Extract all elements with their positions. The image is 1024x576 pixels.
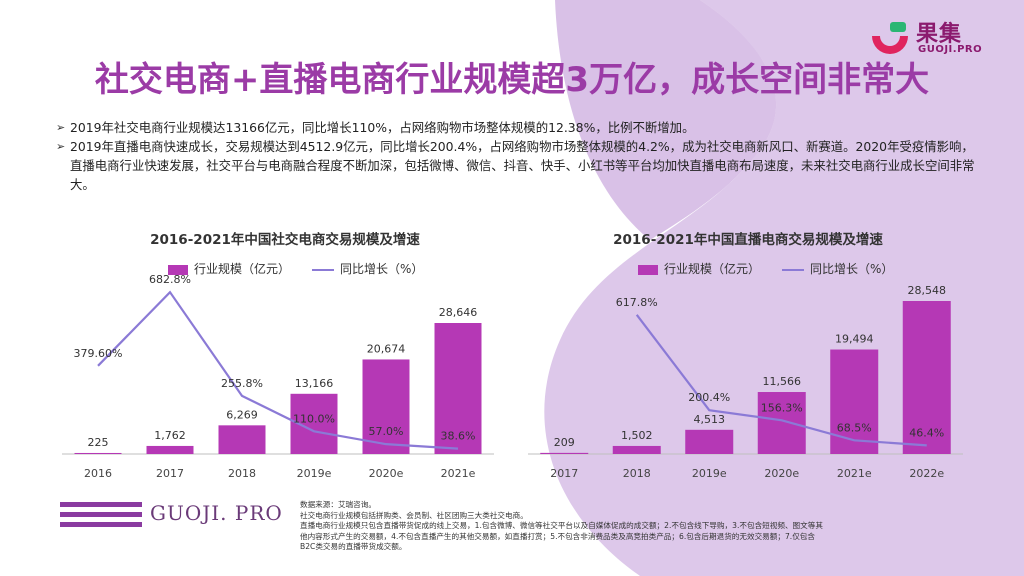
x-tick-label: 2019e xyxy=(297,467,332,480)
bar xyxy=(362,359,410,454)
logo-mark-icon xyxy=(872,22,908,54)
bar xyxy=(830,349,879,454)
livestream-ecommerce-chart: 2016-2021年中国直播电商交易规模及增速 行业规模（亿元） 同比增长（%） … xyxy=(528,228,968,488)
source-line: B2C类交易的直播带货成交额。 xyxy=(300,542,407,551)
x-tick-label: 2022e xyxy=(909,467,944,480)
line-value-label: 255.8% xyxy=(221,377,263,390)
bar-value-label: 28,548 xyxy=(908,284,947,297)
bar-value-label: 4,513 xyxy=(694,413,726,426)
logo-subtitle: GUOJI.PRO xyxy=(918,44,983,55)
line-value-label: 68.5% xyxy=(837,421,872,434)
bar-value-label: 225 xyxy=(88,436,109,449)
bar xyxy=(218,425,266,454)
bar-value-label: 20,674 xyxy=(367,342,406,355)
x-tick-label: 2017 xyxy=(550,467,578,480)
logo: 果集 GUOJI.PRO xyxy=(864,14,1014,64)
chart-legend: 行业规模（亿元） 同比增长（%） xyxy=(168,260,423,277)
bar-value-label: 11,566 xyxy=(763,375,802,388)
bar-value-label: 6,269 xyxy=(226,408,258,421)
source-line: 数据来源：艾瑞咨询。 xyxy=(300,500,376,509)
footer-brand: GUOJI. PRO xyxy=(150,501,283,525)
legend-line-swatch xyxy=(782,268,805,271)
bar xyxy=(685,429,734,454)
page-title: 社交电商+直播电商行业规模超3万亿，成长空间非常大 xyxy=(94,60,930,100)
bar xyxy=(612,445,661,454)
x-tick-label: 2017 xyxy=(156,467,184,480)
bar xyxy=(74,452,122,454)
x-tick-label: 2018 xyxy=(228,467,256,480)
line-value-label: 156.3% xyxy=(761,401,803,414)
chart-legend: 行业规模（亿元） 同比增长（%） xyxy=(638,260,893,277)
footer-decoration xyxy=(60,500,142,528)
bar-value-label: 209 xyxy=(554,436,575,449)
summary-bullets: ➢ 2019年社交电商行业规模达13166亿元，同比增长110%，占网络购物市场… xyxy=(56,118,986,194)
legend-bar-label: 行业规模（亿元） xyxy=(664,262,761,276)
growth-line xyxy=(635,314,927,447)
bar-value-label: 1,762 xyxy=(154,429,186,442)
line-value-label: 110.0% xyxy=(293,412,335,425)
x-tick-label: 2019e xyxy=(692,467,727,480)
bar xyxy=(540,452,589,454)
bar-value-label: 19,494 xyxy=(835,333,874,346)
bar xyxy=(757,392,806,454)
line-value-label: 682.8% xyxy=(149,273,191,286)
chart-title: 2016-2021年中国直播电商交易规模及增速 xyxy=(613,232,883,248)
bullet-text: 2019年社交电商行业规模达13166亿元，同比增长110%，占网络购物市场整体… xyxy=(70,120,695,135)
bullet-arrow-icon: ➢ xyxy=(56,140,66,153)
x-tick-label: 2021e xyxy=(441,467,476,480)
x-tick-label: 2016 xyxy=(84,467,112,480)
legend-bar-swatch xyxy=(168,264,188,275)
chart-plot: 225 2016 1,762 2017 6,269 2018 13,166 2019e 20,6… xyxy=(62,273,494,480)
bar xyxy=(902,301,951,454)
line-value-label: 38.6% xyxy=(441,430,476,443)
line-value-label: 46.4% xyxy=(909,426,944,439)
bar-value-label: 28,646 xyxy=(439,306,478,319)
bullet-item: ➢ 2019年直播电商快速成长，交易规模达到4512.9亿元，同比增长200.4… xyxy=(56,137,986,194)
social-ecommerce-chart: 2016-2021年中国社交电商交易规模及增速 行业规模（亿元） 同比增长（%） … xyxy=(50,228,520,488)
bar-value-label: 1,502 xyxy=(621,429,653,442)
bullet-arrow-icon: ➢ xyxy=(56,121,66,134)
x-tick-label: 2021e xyxy=(837,467,872,480)
logo-name: 果集 xyxy=(916,22,963,47)
line-value-label: 57.0% xyxy=(369,425,404,438)
data-source-note: 数据来源：艾瑞咨询。 社交电商行业规模包括拼购类、会员制、社区团购三大类社交电商… xyxy=(300,500,1000,553)
line-value-label: 617.8% xyxy=(616,296,658,309)
line-value-label: 379.60% xyxy=(74,347,123,360)
legend-bar-swatch xyxy=(638,264,658,275)
line-value-label: 200.4% xyxy=(688,391,730,404)
source-line: 社交电商行业规模包括拼购类、会员制、社区团购三大类社交电商。 xyxy=(300,510,528,520)
bar xyxy=(146,445,194,454)
bullet-text: 2019年直播电商快速成长，交易规模达到4512.9亿元，同比增长200.4%，… xyxy=(70,139,975,192)
x-tick-label: 2020e xyxy=(369,467,404,480)
legend-line-swatch xyxy=(312,268,335,271)
source-line: 直播电商行业规模只包含直播带货促成的线上交易，1.包含微博、微信等社交平台以及自… xyxy=(300,521,823,530)
bar xyxy=(434,323,482,454)
chart-plot: 209 2017 1,502 2018 4,513 2019e 11,566 2020e 19,… xyxy=(528,284,963,480)
legend-line-label: 同比增长（%） xyxy=(340,262,424,276)
growth-line xyxy=(97,290,459,450)
legend-line-label: 同比增长（%） xyxy=(810,262,894,276)
x-tick-label: 2020e xyxy=(764,467,799,480)
x-tick-label: 2018 xyxy=(623,467,651,480)
source-line: 他内容形式产生的交易额，4.不包含直播产生的其他交易额，如直播打赏；5.不包含非… xyxy=(300,531,815,541)
chart-title: 2016-2021年中国社交电商交易规模及增速 xyxy=(150,232,420,248)
bar-value-label: 13,166 xyxy=(295,377,334,390)
bullet-item: ➢ 2019年社交电商行业规模达13166亿元，同比增长110%，占网络购物市场… xyxy=(56,118,986,137)
legend-bar-label: 行业规模（亿元） xyxy=(194,262,291,276)
